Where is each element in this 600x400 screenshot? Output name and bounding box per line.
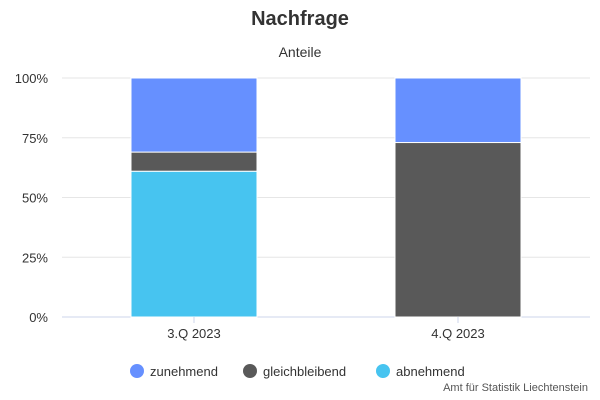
bar-gleichbleibend[interactable] <box>394 142 522 318</box>
credit-text[interactable]: Amt für Statistik Liechtenstein <box>443 382 588 394</box>
bar-zunehmend[interactable] <box>394 77 522 144</box>
x-tick-label: 4.Q 2023 <box>431 326 485 341</box>
bar-gleichbleibend[interactable] <box>130 151 258 172</box>
legend-marker-gleichbleibend[interactable] <box>243 364 257 378</box>
bar-zunehmend[interactable] <box>130 77 258 153</box>
y-tick-label: 100% <box>15 71 49 86</box>
x-tick-label: 3.Q 2023 <box>167 326 221 341</box>
y-tick-label: 75% <box>22 131 48 146</box>
legend-label-zunehmend[interactable]: zunehmend <box>150 364 218 379</box>
y-tick-label: 25% <box>22 250 48 265</box>
legend-marker-zunehmend[interactable] <box>130 364 144 378</box>
chart-title: Nachfrage <box>251 8 349 30</box>
y-tick-label: 0% <box>29 310 48 325</box>
legend-marker-abnehmend[interactable] <box>376 364 390 378</box>
bar-abnehmend[interactable] <box>130 170 258 318</box>
legend-label-gleichbleibend[interactable]: gleichbleibend <box>263 364 346 379</box>
chart-subtitle: Anteile <box>278 44 322 60</box>
y-tick-label: 50% <box>22 191 48 206</box>
legend-label-abnehmend[interactable]: abnehmend <box>396 364 465 379</box>
